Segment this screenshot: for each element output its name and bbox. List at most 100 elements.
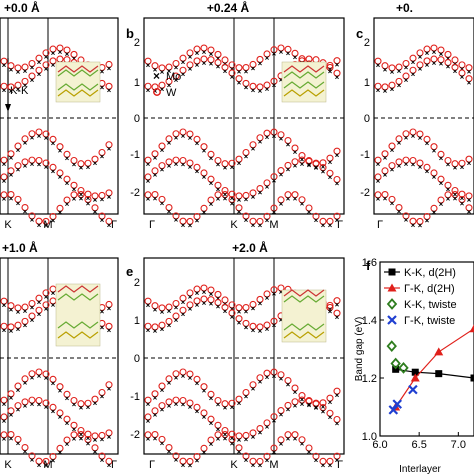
w-band-point xyxy=(28,59,36,68)
w-band-point xyxy=(291,398,299,406)
mo-band-point xyxy=(397,140,401,145)
w-band-point xyxy=(430,169,438,177)
panel-d-xtick-gamma: Γ xyxy=(111,459,117,471)
w-band-point xyxy=(0,173,8,181)
mo-band-point xyxy=(390,87,394,92)
panel-a: K-K K M Γ xyxy=(0,17,119,231)
w-band-point xyxy=(200,44,208,52)
mo-band-point xyxy=(44,306,48,311)
w-band-point xyxy=(214,191,222,199)
w-band-point xyxy=(242,212,250,220)
panel-e-xtick-gamma2: Γ xyxy=(337,459,343,471)
mo-band-point xyxy=(383,155,387,160)
w-band-point xyxy=(56,169,64,177)
w-band-point xyxy=(0,156,8,164)
mo-band-point xyxy=(321,404,325,409)
mo-band-point xyxy=(146,88,150,93)
mo-band-point xyxy=(188,54,192,59)
w-band-point xyxy=(284,401,292,409)
w-band-point xyxy=(200,143,208,151)
mo-band-point xyxy=(251,434,255,439)
w-band-point xyxy=(105,60,113,69)
mo-band-point xyxy=(2,419,6,423)
mo-band-point xyxy=(223,405,227,410)
mo-band-point xyxy=(237,401,241,406)
chart-xtick-label: 6.0 xyxy=(372,439,387,451)
mo-band-point xyxy=(335,62,339,67)
w-band-point xyxy=(56,409,64,417)
mo-band-point xyxy=(160,201,164,206)
mo-band-point xyxy=(44,294,48,299)
mo-band-point xyxy=(258,301,262,306)
chart-series-clip xyxy=(386,324,474,415)
w-band-point xyxy=(235,315,243,323)
w-band-point xyxy=(326,154,334,162)
mo-band-point xyxy=(107,66,111,71)
mo-band-point xyxy=(335,393,339,398)
mo-band-point xyxy=(335,181,339,186)
mo-band-point xyxy=(411,162,415,167)
w-band-point xyxy=(249,189,257,197)
w-band-point xyxy=(158,304,166,312)
mo-band-point xyxy=(216,402,220,407)
mo-band-point xyxy=(188,463,192,468)
mo-band-point xyxy=(107,223,111,228)
w-band-point xyxy=(207,56,215,64)
mo-band-point xyxy=(188,405,192,409)
panel-b-ytick-0: 0 xyxy=(134,113,140,125)
mo-band-point xyxy=(188,223,192,228)
w-band-point xyxy=(165,443,173,452)
mo-band-point xyxy=(181,300,185,305)
mo-band-point xyxy=(328,69,332,74)
mo-band-point xyxy=(383,89,387,93)
w-band-point xyxy=(256,134,264,142)
mo-band-point xyxy=(321,164,325,169)
mo-band-point xyxy=(272,178,276,183)
panel-b-frame xyxy=(143,17,345,215)
w-band-point xyxy=(256,424,264,433)
mo-band-point xyxy=(265,296,269,300)
mo-band-point xyxy=(174,65,178,70)
w-band-point xyxy=(14,64,22,72)
w-band-point xyxy=(7,190,15,199)
mo-band-point xyxy=(58,175,62,179)
w-band-point xyxy=(49,45,57,53)
mo-band-point xyxy=(167,209,171,214)
w-band-point xyxy=(388,142,396,150)
mo-band-point xyxy=(432,210,436,215)
w-band-point xyxy=(77,426,85,435)
mo-band-point xyxy=(195,381,199,386)
mo-band-point xyxy=(286,167,290,172)
chart-point-1 xyxy=(469,324,474,333)
mo-band-point xyxy=(44,463,48,468)
mo-band-point xyxy=(383,67,387,72)
w-band-point xyxy=(291,144,299,152)
mo-band-point xyxy=(30,305,34,310)
w-band-point xyxy=(444,156,452,165)
mo-band-point xyxy=(425,218,429,223)
w-band-point xyxy=(465,155,473,163)
w-band-point xyxy=(409,217,417,225)
mo-band-point xyxy=(272,374,276,379)
mo-band-point xyxy=(307,210,311,214)
w-band-point xyxy=(179,128,187,136)
w-band-point xyxy=(200,409,208,417)
band-gap-chart: f Band gap (eV) Interlayer 1.0 1.2 1.4 1.6 6… xyxy=(354,257,474,474)
mo-band-point xyxy=(272,450,276,455)
w-band-point xyxy=(235,75,243,83)
w-band-point xyxy=(70,421,78,429)
mo-band-point xyxy=(9,89,13,93)
mo-band-point xyxy=(195,169,199,174)
w-band-point xyxy=(42,49,50,57)
w-band-point xyxy=(98,452,106,460)
mo-band-point xyxy=(2,196,6,201)
mo-band-point xyxy=(467,209,471,214)
w-band-point xyxy=(0,191,8,199)
mo-band-point xyxy=(265,375,269,380)
mo-band-point xyxy=(174,305,178,310)
w-band-point xyxy=(186,130,194,138)
w-band-point xyxy=(186,61,194,69)
chart-series-line-1 xyxy=(395,328,474,408)
w-band-point xyxy=(193,163,201,171)
mo-band-point xyxy=(223,196,227,201)
